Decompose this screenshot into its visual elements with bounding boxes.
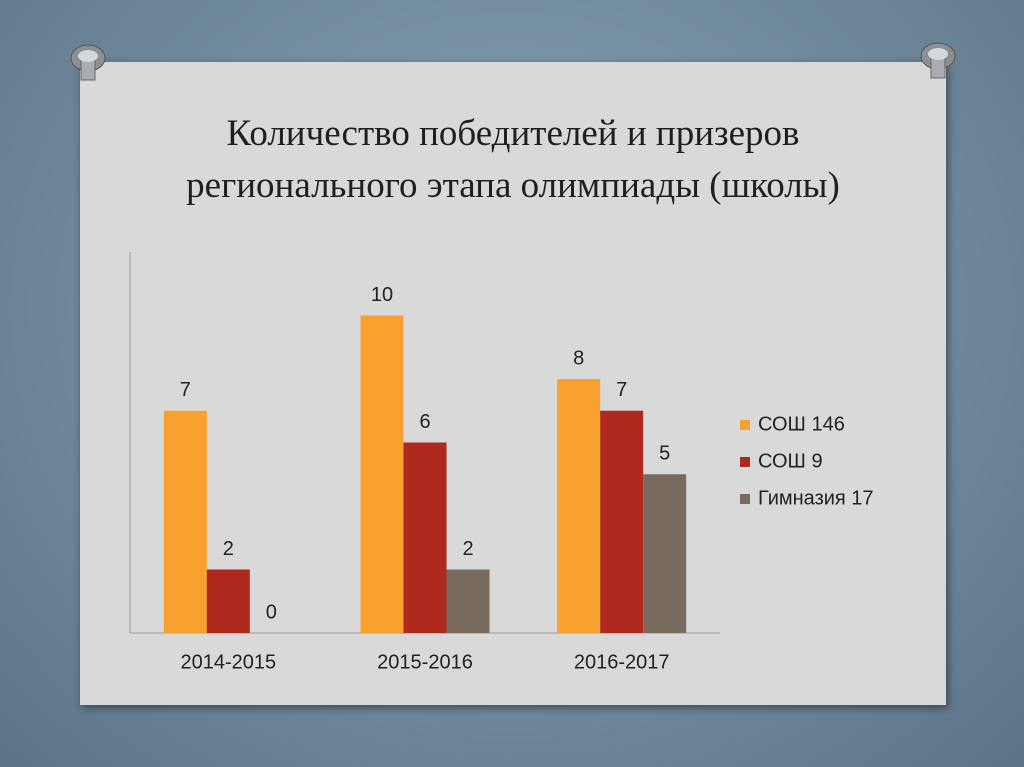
data-label: 5 <box>659 443 670 465</box>
data-label: 8 <box>573 347 584 369</box>
legend-label: Гимназия 17 <box>758 487 874 509</box>
legend-label: СОШ 146 <box>758 413 845 435</box>
legend-swatch <box>740 457 750 467</box>
bar <box>557 379 601 633</box>
data-label: 10 <box>371 284 393 306</box>
bar <box>360 315 404 633</box>
pin <box>70 44 106 81</box>
chart-title: Количество победителей и призеров регион… <box>186 113 840 206</box>
data-label: 2 <box>223 538 234 560</box>
bar <box>206 569 250 633</box>
x-tick-label: 2016-2017 <box>574 651 670 673</box>
bar <box>600 410 644 633</box>
data-label: 0 <box>266 601 277 623</box>
legend-swatch <box>740 494 750 504</box>
legend-swatch <box>740 420 750 430</box>
legend-label: СОШ 9 <box>758 450 823 472</box>
bar <box>403 442 447 633</box>
pin <box>920 42 956 79</box>
bar <box>446 569 490 633</box>
data-label: 7 <box>180 379 191 401</box>
x-tick-label: 2014-2015 <box>181 651 277 673</box>
bar <box>163 410 207 633</box>
x-tick-label: 2015-2016 <box>377 651 473 673</box>
data-label: 7 <box>616 379 627 401</box>
data-label: 6 <box>419 411 430 433</box>
bar <box>643 474 687 633</box>
data-label: 2 <box>462 538 473 560</box>
